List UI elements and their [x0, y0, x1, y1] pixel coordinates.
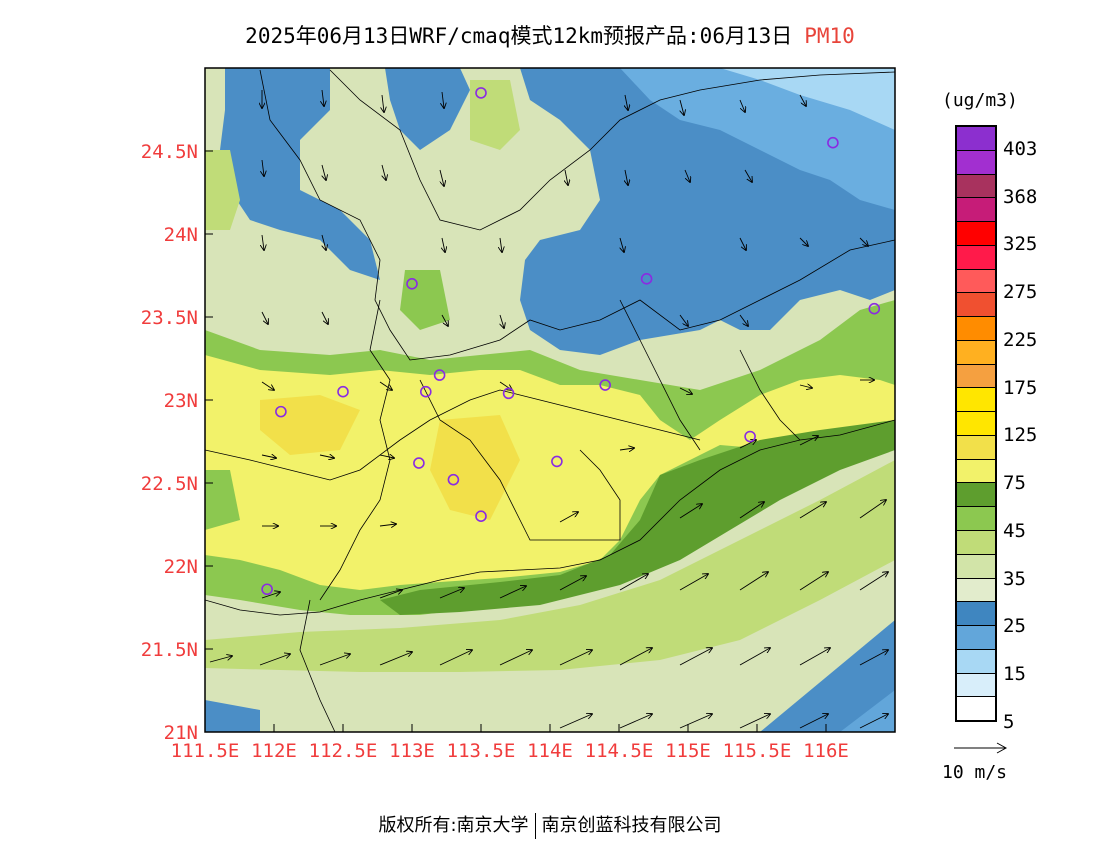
colorbar-label: 175 — [1003, 376, 1038, 399]
colorbar-segment — [957, 388, 995, 413]
lon-tick-label: 115E — [665, 740, 711, 762]
footer-right: 南京创蓝科技有限公司 — [541, 815, 722, 836]
lon-tick-label: 116E — [803, 740, 849, 762]
colorbar-segment — [957, 198, 995, 223]
lat-tick-label: 21N — [164, 722, 198, 744]
copyright-footer: 版权所有:南京大学 南京创蓝科技有限公司 — [0, 811, 1100, 839]
station-marker — [502, 387, 515, 400]
station-marker — [406, 277, 418, 290]
colorbar-label: 325 — [1003, 233, 1038, 256]
colorbar-segment — [957, 673, 995, 698]
station-marker — [337, 385, 349, 398]
colorbar-segment — [957, 150, 995, 175]
colorbar-segment — [957, 507, 995, 532]
station-marker — [475, 510, 487, 523]
monitoring-stations — [261, 87, 881, 596]
lat-tick-label: 22.5N — [141, 473, 198, 495]
colorbar-label: 275 — [1003, 281, 1038, 304]
colorbar-segment — [957, 364, 995, 389]
wind-reference-arrow — [954, 742, 1008, 754]
footer-separator — [534, 813, 536, 839]
lon-tick-label: 111.5E — [171, 740, 240, 762]
colorbar-segment — [957, 435, 995, 460]
chart-title: 2025年06月13日WRF/cmaq模式12km预报产品:06月13日 PM10 — [0, 20, 1100, 50]
colorbar-segment — [957, 602, 995, 627]
station-marker — [640, 273, 653, 285]
concentration-field — [205, 68, 895, 732]
station-marker — [413, 457, 425, 469]
lat-tick-label: 23N — [164, 390, 198, 412]
colorbar-label: 368 — [1003, 185, 1038, 208]
lat-tick-label: 24.5N — [141, 141, 198, 163]
lon-tick-label: 112E — [251, 740, 297, 762]
colorbar-segment — [957, 222, 995, 246]
colorbar-segment — [957, 293, 995, 318]
colorbar-label: 35 — [1003, 567, 1026, 590]
colorbar-label: 75 — [1003, 472, 1026, 495]
lon-tick-label: 113E — [389, 740, 435, 762]
station-marker — [868, 302, 881, 315]
station-marker — [551, 455, 563, 468]
colorbar-units: (ug/m3) — [942, 90, 1018, 111]
station-marker — [599, 379, 612, 391]
wind-reference-label: 10 m/s — [942, 762, 1008, 783]
title-main: 2025年06月13日WRF/cmaq模式12km预报产品:06月13日 — [245, 24, 793, 48]
lon-tick-label: 112.5E — [309, 740, 378, 762]
lat-tick-label: 24N — [164, 224, 198, 246]
lon-tick-label: 114.5E — [585, 740, 654, 762]
colorbar-segment — [957, 340, 995, 365]
station-marker — [419, 385, 432, 398]
colorbar-label: 15 — [1003, 663, 1026, 686]
station-marker — [433, 369, 446, 381]
colorbar-label: 403 — [1003, 137, 1038, 160]
lon-tick-label: 114E — [527, 740, 573, 762]
colorbar-segment — [957, 245, 995, 270]
colorbar-segment — [957, 317, 995, 341]
colorbar-segment — [957, 459, 995, 484]
station-marker — [261, 583, 273, 596]
colorbar — [955, 125, 997, 722]
colorbar-segment — [957, 127, 995, 151]
colorbar-segment — [957, 174, 995, 199]
footer-left: 版权所有:南京大学 — [378, 815, 529, 836]
station-marker — [275, 405, 287, 418]
lon-tick-label: 115.5E — [723, 740, 792, 762]
colorbar-label: 225 — [1003, 328, 1038, 351]
title-pollutant: PM10 — [804, 24, 855, 48]
colorbar-segment — [957, 626, 995, 650]
map-axes: 111.5E 112E 112.5E 113E 113.5E 114E 114.5E 115E… — [141, 141, 849, 762]
station-marker — [744, 430, 756, 443]
colorbar-segment — [957, 531, 995, 555]
lat-tick-label: 21.5N — [141, 639, 198, 661]
colorbar-segment — [957, 483, 995, 508]
colorbar-label: 5 — [1003, 711, 1015, 733]
colorbar-segment — [957, 554, 995, 579]
station-marker — [475, 87, 487, 99]
station-marker — [447, 473, 460, 486]
colorbar-segment — [957, 697, 995, 721]
colorbar-segment — [957, 649, 995, 674]
colorbar-segment — [957, 269, 995, 294]
colorbar-label: 125 — [1003, 424, 1038, 447]
colorbar-segment — [957, 412, 995, 436]
station-marker — [827, 136, 839, 149]
admin-boundaries — [205, 69, 895, 732]
lat-tick-label: 22N — [164, 556, 198, 578]
lon-tick-label: 113.5E — [447, 740, 516, 762]
colorbar-segment — [957, 578, 995, 603]
colorbar-label: 25 — [1003, 615, 1026, 638]
wind-vectors — [209, 89, 888, 729]
colorbar-label: 45 — [1003, 519, 1026, 542]
lat-tick-label: 23.5N — [141, 307, 198, 329]
